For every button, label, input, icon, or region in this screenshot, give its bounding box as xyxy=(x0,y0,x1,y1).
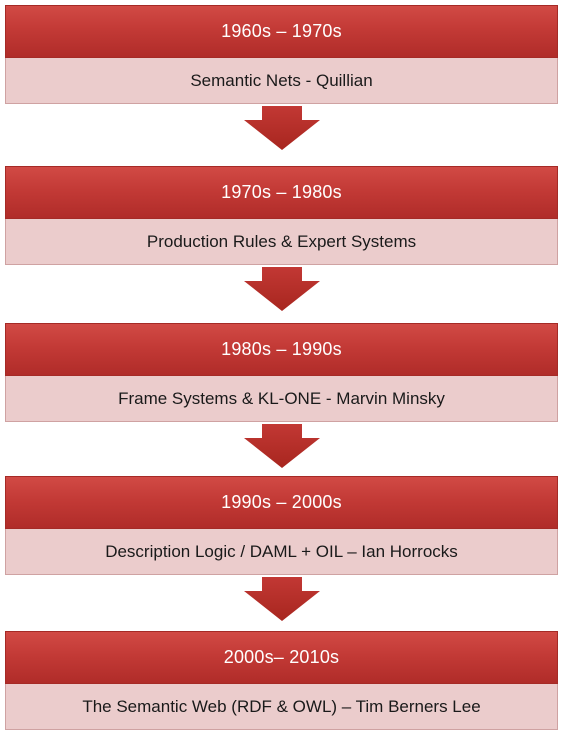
down-arrow-icon xyxy=(5,577,558,622)
step-description: Production Rules & Expert Systems xyxy=(5,219,558,265)
down-arrow-icon xyxy=(5,106,558,151)
step-description: Semantic Nets - Quillian xyxy=(5,58,558,104)
step-period-header: 1960s – 1970s xyxy=(5,5,558,58)
step-description: The Semantic Web (RDF & OWL) – Tim Berne… xyxy=(5,684,558,730)
down-arrow-icon xyxy=(5,267,558,312)
timeline-step-2000s: 2000s– 2010s The Semantic Web (RDF & OWL… xyxy=(5,631,558,730)
step-period-header: 1980s – 1990s xyxy=(5,323,558,376)
step-period-header: 2000s– 2010s xyxy=(5,631,558,684)
timeline-step-1970s: 1970s – 1980s Production Rules & Expert … xyxy=(5,166,558,265)
step-description: Description Logic / DAML + OIL – Ian Hor… xyxy=(5,529,558,575)
timeline-step-1990s: 1990s – 2000s Description Logic / DAML +… xyxy=(5,476,558,575)
timeline-diagram: 1960s – 1970s Semantic Nets - Quillian 1… xyxy=(5,5,558,737)
step-period-header: 1990s – 2000s xyxy=(5,476,558,529)
timeline-step-1980s: 1980s – 1990s Frame Systems & KL-ONE - M… xyxy=(5,323,558,422)
down-arrow-icon xyxy=(5,424,558,469)
step-description: Frame Systems & KL-ONE - Marvin Minsky xyxy=(5,376,558,422)
timeline-step-1960s: 1960s – 1970s Semantic Nets - Quillian xyxy=(5,5,558,104)
step-period-header: 1970s – 1980s xyxy=(5,166,558,219)
